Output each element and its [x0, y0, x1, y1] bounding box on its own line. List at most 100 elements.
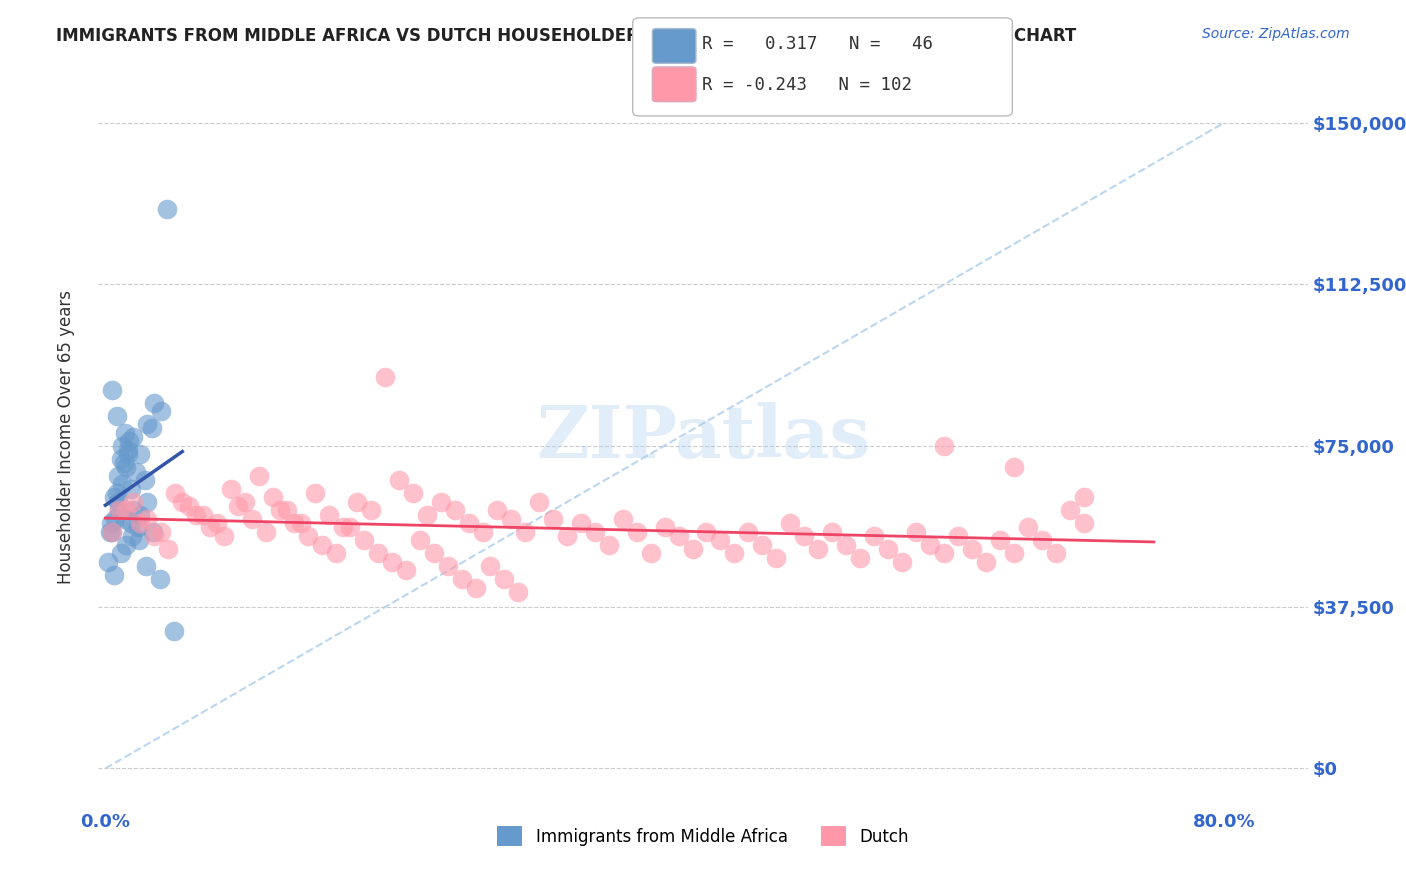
Point — [1017, 520, 1039, 534]
Point — [905, 524, 928, 539]
Point — [118, 434, 141, 449]
Point — [457, 516, 479, 530]
Point — [136, 494, 159, 508]
Point — [107, 468, 129, 483]
Point — [105, 486, 128, 500]
Point — [163, 624, 186, 638]
Point — [122, 430, 145, 444]
Point — [485, 503, 508, 517]
Point — [120, 482, 142, 496]
Point — [988, 533, 1011, 548]
Point — [793, 529, 815, 543]
Point — [450, 572, 472, 586]
Point — [110, 546, 132, 560]
Point — [1002, 546, 1025, 560]
Point — [179, 499, 201, 513]
Point — [381, 555, 404, 569]
Point — [156, 202, 179, 216]
Point — [157, 541, 180, 556]
Point — [464, 581, 486, 595]
Point — [304, 486, 326, 500]
Point — [283, 516, 305, 530]
Point — [129, 516, 152, 530]
Point — [117, 442, 139, 457]
Point — [367, 546, 389, 560]
Point — [471, 524, 494, 539]
Point — [682, 541, 704, 556]
Point — [409, 533, 432, 548]
Point — [103, 491, 125, 505]
Point — [374, 369, 396, 384]
Point — [115, 460, 138, 475]
Point — [339, 520, 361, 534]
Point — [101, 524, 124, 539]
Point — [346, 494, 368, 508]
Point — [226, 499, 249, 513]
Point — [200, 520, 222, 534]
Point — [849, 550, 872, 565]
Point — [541, 512, 564, 526]
Point — [695, 524, 717, 539]
Point — [569, 516, 592, 530]
Point — [478, 559, 501, 574]
Point — [150, 524, 173, 539]
Point — [105, 409, 128, 423]
Point — [165, 486, 187, 500]
Point — [141, 421, 163, 435]
Point — [136, 512, 159, 526]
Point — [395, 564, 418, 578]
Point — [172, 494, 194, 508]
Point — [193, 508, 215, 522]
Point — [149, 572, 172, 586]
Point — [835, 538, 858, 552]
Point — [97, 555, 120, 569]
Point — [737, 524, 759, 539]
Point — [117, 447, 139, 461]
Point — [115, 503, 138, 517]
Point — [122, 494, 145, 508]
Point — [125, 465, 148, 479]
Point — [863, 529, 886, 543]
Point — [654, 520, 676, 534]
Point — [723, 546, 745, 560]
Point — [219, 482, 242, 496]
Point — [513, 524, 536, 539]
Point — [114, 425, 136, 440]
Point — [444, 503, 467, 517]
Point — [1073, 491, 1095, 505]
Point — [104, 512, 127, 526]
Point — [129, 447, 152, 461]
Point — [353, 533, 375, 548]
Point — [111, 439, 134, 453]
Point — [555, 529, 578, 543]
Point — [134, 473, 156, 487]
Text: R =   0.317   N =   46: R = 0.317 N = 46 — [702, 35, 932, 53]
Point — [1059, 503, 1081, 517]
Point — [150, 404, 173, 418]
Point — [332, 520, 354, 534]
Point — [297, 529, 319, 543]
Point — [626, 524, 648, 539]
Point — [527, 494, 550, 508]
Text: IMMIGRANTS FROM MIDDLE AFRICA VS DUTCH HOUSEHOLDER INCOME OVER 65 YEARS CORRELAT: IMMIGRANTS FROM MIDDLE AFRICA VS DUTCH H… — [56, 27, 1077, 45]
Point — [101, 383, 124, 397]
Point — [110, 451, 132, 466]
Point — [1073, 516, 1095, 530]
Point — [143, 395, 166, 409]
Point — [598, 538, 620, 552]
Point — [136, 417, 159, 432]
Point — [98, 524, 121, 539]
Point — [709, 533, 731, 548]
Point — [120, 516, 142, 530]
Point — [103, 567, 125, 582]
Point — [506, 585, 529, 599]
Point — [108, 503, 131, 517]
Point — [122, 503, 145, 517]
Legend: Immigrants from Middle Africa, Dutch: Immigrants from Middle Africa, Dutch — [491, 820, 915, 853]
Point — [583, 524, 606, 539]
Point — [891, 555, 914, 569]
Point — [247, 468, 270, 483]
Point — [318, 508, 340, 522]
Point — [1031, 533, 1053, 548]
Point — [640, 546, 662, 560]
